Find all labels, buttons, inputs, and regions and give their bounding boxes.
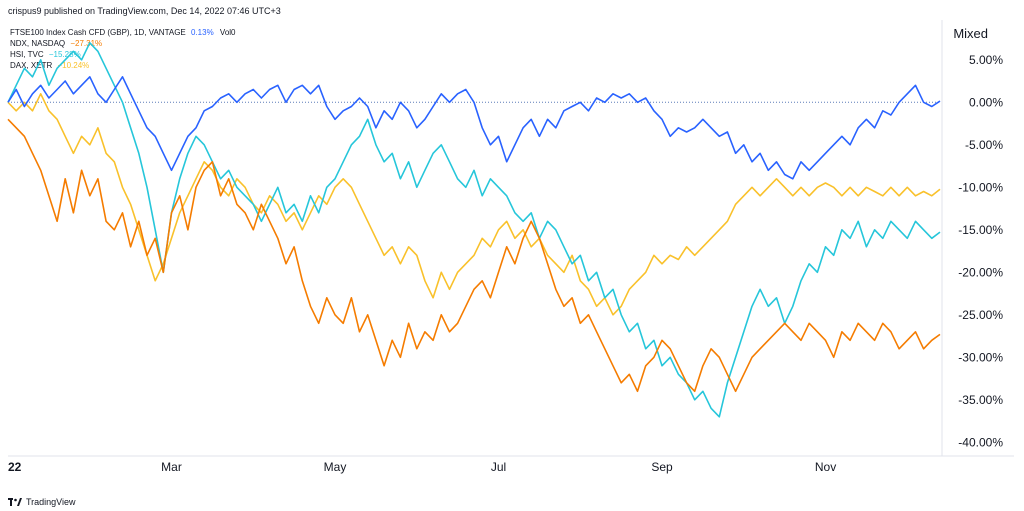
series-line-dax	[7, 93, 941, 316]
y-tick-label: -20.00%	[958, 265, 1003, 279]
scale-mode-label[interactable]: Mixed	[953, 26, 988, 41]
legend-label: NDX, NASDAQ	[10, 39, 66, 48]
y-tick-label: -30.00%	[958, 350, 1003, 364]
legend-item-hsi[interactable]: HSI, TVC −15.28%	[10, 49, 236, 60]
legend-item-ftse[interactable]: FTSE100 Index Cash CFD (GBP), 1D, VANTAG…	[10, 27, 236, 38]
y-tick-label: 5.00%	[969, 53, 1003, 67]
legend-change: −27.31%	[70, 39, 103, 48]
x-tick-label: May	[324, 460, 347, 474]
series-line-hsi	[7, 42, 941, 418]
legend-change: 0.13%	[191, 28, 214, 37]
legend: FTSE100 Index Cash CFD (GBP), 1D, VANTAG…	[10, 27, 236, 71]
x-tick-label: Jul	[491, 460, 506, 474]
y-tick-label: -25.00%	[958, 308, 1003, 322]
legend-item-ndx[interactable]: NDX, NASDAQ −27.31%	[10, 38, 236, 49]
y-tick-label: -15.00%	[958, 223, 1003, 237]
legend-volume: Vol0	[219, 28, 236, 37]
tradingview-brand: TradingView	[8, 497, 76, 507]
legend-change: −10.24%	[57, 61, 90, 70]
legend-label: FTSE100 Index Cash CFD (GBP), 1D, VANTAG…	[10, 28, 186, 37]
series-line-ftse100	[7, 76, 941, 180]
legend-label: DAX, XETR	[10, 61, 53, 70]
y-tick-label: -5.00%	[965, 138, 1003, 152]
legend-item-dax[interactable]: DAX, XETR −10.24%	[10, 60, 236, 71]
brand-text: TradingView	[26, 497, 76, 507]
publish-info: crispus9 published on TradingView.com, D…	[8, 6, 281, 16]
y-tick-label: 0.00%	[969, 95, 1003, 109]
legend-label: HSI, TVC	[10, 50, 44, 59]
legend-change: −15.28%	[48, 50, 81, 59]
x-tick-label: Mar	[161, 460, 182, 474]
series-line-ndx	[7, 118, 941, 393]
x-tick-label: Sep	[651, 460, 673, 474]
x-tick-label: Nov	[815, 460, 836, 474]
x-tick-label: 22	[8, 460, 22, 474]
y-tick-label: -35.00%	[958, 393, 1003, 407]
y-tick-label: -10.00%	[958, 180, 1003, 194]
y-tick-label: -40.00%	[958, 435, 1003, 449]
tradingview-logo-icon	[8, 498, 22, 506]
